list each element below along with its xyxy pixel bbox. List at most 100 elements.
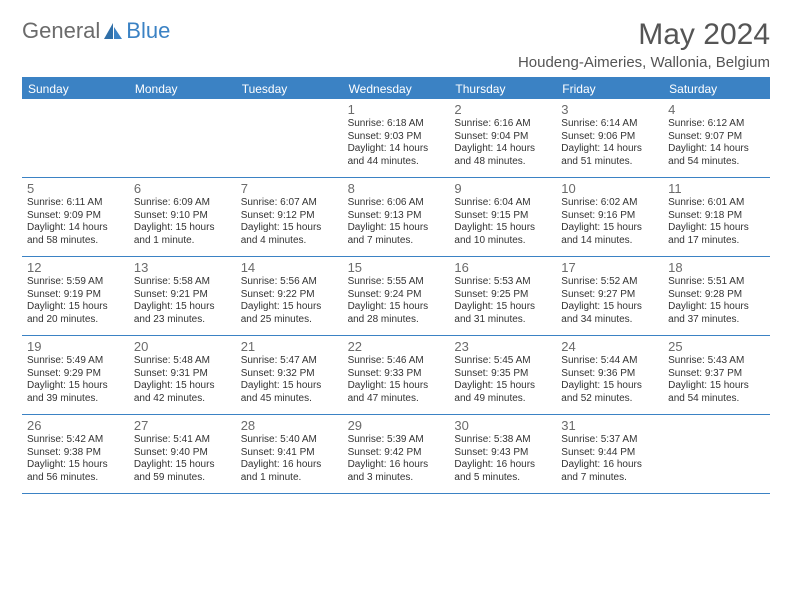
day-number: 6: [134, 181, 231, 196]
sunset-text: Sunset: 9:43 PM: [454, 447, 551, 460]
daylight-text: Daylight: 14 hours and 54 minutes.: [668, 143, 765, 168]
daylight-text: Daylight: 15 hours and 1 minute.: [134, 222, 231, 247]
location-text: Houdeng-Aimeries, Wallonia, Belgium: [518, 54, 770, 71]
day-cell: 10Sunrise: 6:02 AMSunset: 9:16 PMDayligh…: [556, 178, 663, 256]
sunrise-text: Sunrise: 5:52 AM: [561, 276, 658, 289]
week-row: 12Sunrise: 5:59 AMSunset: 9:19 PMDayligh…: [22, 257, 770, 336]
day-info: Sunrise: 6:18 AMSunset: 9:03 PMDaylight:…: [348, 118, 445, 168]
daylight-text: Daylight: 15 hours and 20 minutes.: [27, 301, 124, 326]
daylight-text: Daylight: 14 hours and 58 minutes.: [27, 222, 124, 247]
sunset-text: Sunset: 9:10 PM: [134, 210, 231, 223]
sunrise-text: Sunrise: 5:40 AM: [241, 434, 338, 447]
day-info: Sunrise: 5:43 AMSunset: 9:37 PMDaylight:…: [668, 355, 765, 405]
sunrise-text: Sunrise: 5:56 AM: [241, 276, 338, 289]
day-number: 27: [134, 418, 231, 433]
sunrise-text: Sunrise: 6:09 AM: [134, 197, 231, 210]
weekday-header: Monday: [129, 79, 236, 99]
sunset-text: Sunset: 9:16 PM: [561, 210, 658, 223]
day-number: 12: [27, 260, 124, 275]
sunrise-text: Sunrise: 5:43 AM: [668, 355, 765, 368]
day-cell: [663, 415, 770, 493]
day-info: Sunrise: 5:40 AMSunset: 9:41 PMDaylight:…: [241, 434, 338, 484]
day-cell: 22Sunrise: 5:46 AMSunset: 9:33 PMDayligh…: [343, 336, 450, 414]
title-block: May 2024 Houdeng-Aimeries, Wallonia, Bel…: [518, 18, 770, 71]
day-info: Sunrise: 6:01 AMSunset: 9:18 PMDaylight:…: [668, 197, 765, 247]
day-info: Sunrise: 5:52 AMSunset: 9:27 PMDaylight:…: [561, 276, 658, 326]
day-number: 18: [668, 260, 765, 275]
day-number: 26: [27, 418, 124, 433]
daylight-text: Daylight: 15 hours and 28 minutes.: [348, 301, 445, 326]
sunset-text: Sunset: 9:15 PM: [454, 210, 551, 223]
sunset-text: Sunset: 9:38 PM: [27, 447, 124, 460]
daylight-text: Daylight: 16 hours and 5 minutes.: [454, 459, 551, 484]
sunset-text: Sunset: 9:03 PM: [348, 131, 445, 144]
day-info: Sunrise: 6:07 AMSunset: 9:12 PMDaylight:…: [241, 197, 338, 247]
day-info: Sunrise: 5:38 AMSunset: 9:43 PMDaylight:…: [454, 434, 551, 484]
daylight-text: Daylight: 16 hours and 1 minute.: [241, 459, 338, 484]
sunset-text: Sunset: 9:04 PM: [454, 131, 551, 144]
day-number: 19: [27, 339, 124, 354]
day-cell: 15Sunrise: 5:55 AMSunset: 9:24 PMDayligh…: [343, 257, 450, 335]
day-info: Sunrise: 5:56 AMSunset: 9:22 PMDaylight:…: [241, 276, 338, 326]
sunset-text: Sunset: 9:41 PM: [241, 447, 338, 460]
sunrise-text: Sunrise: 5:41 AM: [134, 434, 231, 447]
weekday-header: Tuesday: [236, 79, 343, 99]
sunrise-text: Sunrise: 6:11 AM: [27, 197, 124, 210]
day-number: 15: [348, 260, 445, 275]
sunset-text: Sunset: 9:09 PM: [27, 210, 124, 223]
day-cell: 19Sunrise: 5:49 AMSunset: 9:29 PMDayligh…: [22, 336, 129, 414]
sunset-text: Sunset: 9:06 PM: [561, 131, 658, 144]
daylight-text: Daylight: 15 hours and 47 minutes.: [348, 380, 445, 405]
day-info: Sunrise: 6:16 AMSunset: 9:04 PMDaylight:…: [454, 118, 551, 168]
sunrise-text: Sunrise: 5:45 AM: [454, 355, 551, 368]
weekday-header: Saturday: [663, 79, 770, 99]
sunrise-text: Sunrise: 5:59 AM: [27, 276, 124, 289]
day-info: Sunrise: 5:51 AMSunset: 9:28 PMDaylight:…: [668, 276, 765, 326]
day-cell: 13Sunrise: 5:58 AMSunset: 9:21 PMDayligh…: [129, 257, 236, 335]
daylight-text: Daylight: 15 hours and 17 minutes.: [668, 222, 765, 247]
sunset-text: Sunset: 9:28 PM: [668, 289, 765, 302]
daylight-text: Daylight: 14 hours and 44 minutes.: [348, 143, 445, 168]
day-number: 3: [561, 102, 658, 117]
day-cell: 4Sunrise: 6:12 AMSunset: 9:07 PMDaylight…: [663, 99, 770, 177]
day-info: Sunrise: 5:48 AMSunset: 9:31 PMDaylight:…: [134, 355, 231, 405]
day-info: Sunrise: 6:04 AMSunset: 9:15 PMDaylight:…: [454, 197, 551, 247]
day-number: 5: [27, 181, 124, 196]
day-number: 8: [348, 181, 445, 196]
weekday-header: Thursday: [449, 79, 556, 99]
sunset-text: Sunset: 9:40 PM: [134, 447, 231, 460]
daylight-text: Daylight: 15 hours and 39 minutes.: [27, 380, 124, 405]
daylight-text: Daylight: 15 hours and 49 minutes.: [454, 380, 551, 405]
sunrise-text: Sunrise: 6:04 AM: [454, 197, 551, 210]
day-info: Sunrise: 6:14 AMSunset: 9:06 PMDaylight:…: [561, 118, 658, 168]
daylight-text: Daylight: 15 hours and 23 minutes.: [134, 301, 231, 326]
day-cell: 16Sunrise: 5:53 AMSunset: 9:25 PMDayligh…: [449, 257, 556, 335]
sunset-text: Sunset: 9:24 PM: [348, 289, 445, 302]
day-info: Sunrise: 6:11 AMSunset: 9:09 PMDaylight:…: [27, 197, 124, 247]
day-cell: 27Sunrise: 5:41 AMSunset: 9:40 PMDayligh…: [129, 415, 236, 493]
day-cell: 21Sunrise: 5:47 AMSunset: 9:32 PMDayligh…: [236, 336, 343, 414]
daylight-text: Daylight: 15 hours and 31 minutes.: [454, 301, 551, 326]
logo: General Blue: [22, 18, 170, 44]
sunrise-text: Sunrise: 6:14 AM: [561, 118, 658, 131]
day-cell: 18Sunrise: 5:51 AMSunset: 9:28 PMDayligh…: [663, 257, 770, 335]
sunset-text: Sunset: 9:19 PM: [27, 289, 124, 302]
daylight-text: Daylight: 15 hours and 4 minutes.: [241, 222, 338, 247]
day-cell: 2Sunrise: 6:16 AMSunset: 9:04 PMDaylight…: [449, 99, 556, 177]
sunset-text: Sunset: 9:32 PM: [241, 368, 338, 381]
daylight-text: Daylight: 16 hours and 7 minutes.: [561, 459, 658, 484]
day-number: 23: [454, 339, 551, 354]
daylight-text: Daylight: 16 hours and 3 minutes.: [348, 459, 445, 484]
sunrise-text: Sunrise: 5:38 AM: [454, 434, 551, 447]
day-cell: 8Sunrise: 6:06 AMSunset: 9:13 PMDaylight…: [343, 178, 450, 256]
day-number: 25: [668, 339, 765, 354]
sunset-text: Sunset: 9:07 PM: [668, 131, 765, 144]
day-cell: 31Sunrise: 5:37 AMSunset: 9:44 PMDayligh…: [556, 415, 663, 493]
day-cell: 24Sunrise: 5:44 AMSunset: 9:36 PMDayligh…: [556, 336, 663, 414]
sunset-text: Sunset: 9:42 PM: [348, 447, 445, 460]
day-number: 14: [241, 260, 338, 275]
week-row: 1Sunrise: 6:18 AMSunset: 9:03 PMDaylight…: [22, 99, 770, 178]
sunrise-text: Sunrise: 5:39 AM: [348, 434, 445, 447]
sunset-text: Sunset: 9:13 PM: [348, 210, 445, 223]
day-info: Sunrise: 5:55 AMSunset: 9:24 PMDaylight:…: [348, 276, 445, 326]
